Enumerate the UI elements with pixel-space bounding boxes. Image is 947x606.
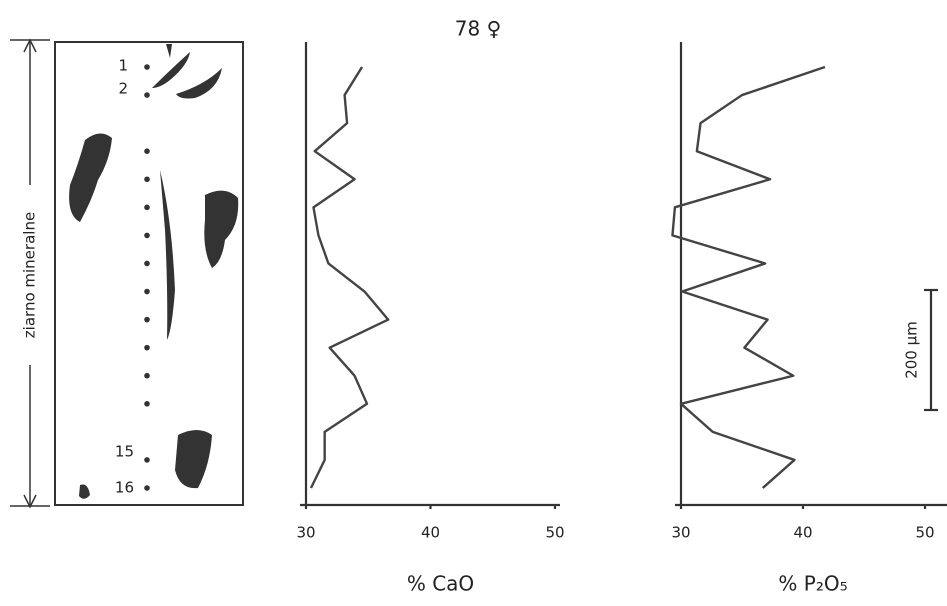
grain-label: ziarno mineralne xyxy=(21,212,39,338)
x-tick-label: 50 xyxy=(545,524,564,542)
point-dot xyxy=(144,260,150,267)
point-dot xyxy=(144,288,150,295)
label-gap xyxy=(20,185,40,365)
point-label: 1 xyxy=(118,57,128,75)
profile-line xyxy=(671,65,826,489)
x-tick-label: 40 xyxy=(793,524,812,542)
point-dot xyxy=(144,92,150,98)
x-tick-label: 30 xyxy=(296,524,315,542)
point-dot xyxy=(144,316,150,323)
x-tick-label: 50 xyxy=(915,524,934,542)
grain-frame xyxy=(54,41,244,506)
x-axis-label: % CaO xyxy=(407,572,474,596)
figure-title: 78 ♀ xyxy=(455,17,501,41)
point-label: 15 xyxy=(115,443,134,461)
profile-line xyxy=(309,66,390,489)
mineral-inclusions xyxy=(69,44,239,499)
point-dot xyxy=(144,232,150,239)
scale-label: 200 µm xyxy=(903,321,921,379)
point-dot xyxy=(144,204,150,211)
x-tick-label: 40 xyxy=(421,524,440,542)
point-label: 2 xyxy=(118,80,128,98)
x-tick-label: 30 xyxy=(671,524,690,542)
point-dot xyxy=(144,176,150,183)
point-dot xyxy=(144,485,150,491)
point-dot xyxy=(144,401,150,407)
point-dot xyxy=(144,372,150,379)
x-axis-label: % P₂O₅ xyxy=(778,572,847,596)
point-dot xyxy=(144,64,150,70)
point-dot xyxy=(144,344,150,351)
point-dot xyxy=(144,148,150,154)
point-label: 16 xyxy=(115,479,134,497)
point-dots xyxy=(144,64,150,491)
point-dot xyxy=(144,457,150,463)
